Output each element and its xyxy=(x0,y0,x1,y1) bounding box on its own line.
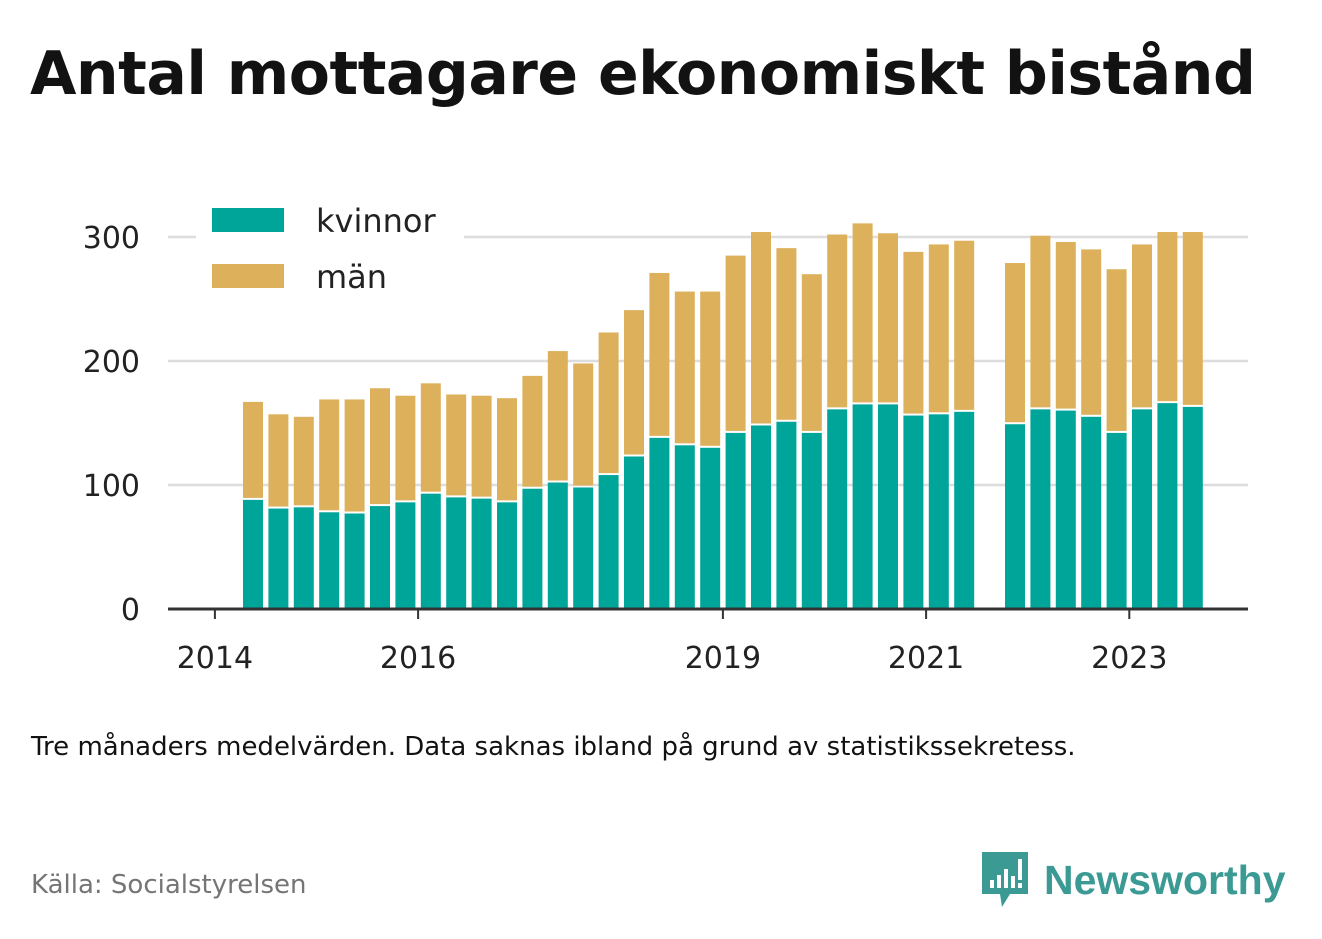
bar-kvinnor xyxy=(1005,424,1025,609)
bar-kvinnor xyxy=(928,414,949,609)
x-tick-label: 2016 xyxy=(380,641,456,676)
bar-man xyxy=(700,291,721,446)
bar-kvinnor xyxy=(903,415,924,609)
bar-kvinnor xyxy=(1106,432,1127,609)
bar-kvinnor xyxy=(1157,403,1178,609)
x-tick-label: 2023 xyxy=(1091,641,1167,676)
bar-man xyxy=(1182,232,1203,405)
bar-man xyxy=(395,395,416,501)
bar-man xyxy=(674,291,695,444)
chart-note: Tre månaders medelvärden. Data saknas ib… xyxy=(31,732,1076,762)
bar-kvinnor xyxy=(1182,406,1203,609)
bar-man xyxy=(1106,269,1127,431)
bar-kvinnor xyxy=(471,498,492,609)
bar-kvinnor xyxy=(268,508,289,609)
bar-man xyxy=(928,244,949,413)
bars xyxy=(243,223,1203,609)
bar-man xyxy=(497,398,517,501)
brand-logo: Newsworthy xyxy=(980,848,1286,912)
bar-kvinnor xyxy=(395,502,416,609)
bar-kvinnor xyxy=(497,502,517,609)
bar-man xyxy=(598,332,619,474)
bar-kvinnor xyxy=(954,411,975,609)
x-tick-label: 2019 xyxy=(685,641,761,676)
legend-label: män xyxy=(316,258,387,296)
newsworthy-logo-icon xyxy=(982,852,1028,907)
bar-kvinnor xyxy=(1055,410,1076,609)
bar-man xyxy=(547,351,568,481)
bar-man xyxy=(954,240,975,410)
bar-kvinnor xyxy=(598,475,619,609)
bar-man xyxy=(370,388,390,505)
bar-man xyxy=(293,416,314,506)
stacked-bar-chart: 0 100 200 300 2014 2016 2019 2021 2023 kvinnor mä… xyxy=(82,190,1248,676)
bar-man xyxy=(776,248,797,420)
bar-kvinnor xyxy=(370,506,390,609)
bar-man xyxy=(420,383,441,492)
bar-man xyxy=(852,223,873,403)
bar-kvinnor xyxy=(801,432,822,609)
bar-man xyxy=(801,274,822,431)
bar-kvinnor xyxy=(674,445,695,609)
bar-kvinnor xyxy=(700,447,721,609)
bar-kvinnor xyxy=(573,487,594,609)
axes: 0 100 200 300 2014 2016 2019 2021 2023 xyxy=(83,221,1248,676)
bar-man xyxy=(243,401,263,498)
bar-kvinnor xyxy=(1081,416,1102,609)
bar-man xyxy=(522,375,543,487)
bar-man xyxy=(471,395,492,497)
bar-kvinnor xyxy=(522,488,543,609)
bar-kvinnor xyxy=(293,507,314,609)
bar-kvinnor xyxy=(852,404,873,609)
bar-kvinnor xyxy=(319,512,340,609)
bar-kvinnor xyxy=(725,432,746,609)
source-credit: Källa: Socialstyrelsen xyxy=(31,870,307,900)
x-tick-label: 2021 xyxy=(888,641,964,676)
bar-kvinnor xyxy=(420,493,441,609)
bar-man xyxy=(344,399,365,512)
bar-kvinnor xyxy=(751,425,771,609)
y-tick-label: 0 xyxy=(121,593,140,628)
chart-title: Antal mottagare ekonomiskt bistånd xyxy=(30,39,1256,109)
legend-label: kvinnor xyxy=(316,202,437,240)
bar-man xyxy=(573,363,594,486)
bar-kvinnor xyxy=(776,421,797,609)
bar-man xyxy=(1157,232,1178,402)
x-tick-label: 2014 xyxy=(177,641,253,676)
y-tick-label: 300 xyxy=(83,221,140,256)
bar-man xyxy=(268,414,289,507)
bar-man xyxy=(903,251,924,414)
bar-kvinnor xyxy=(446,497,467,609)
legend-swatch xyxy=(212,264,284,288)
bar-man xyxy=(1005,263,1025,423)
bar-kvinnor xyxy=(243,499,263,609)
bar-man xyxy=(827,234,848,408)
bar-man xyxy=(1081,249,1102,415)
bar-man xyxy=(1030,235,1051,408)
legend-swatch xyxy=(212,208,284,232)
bar-kvinnor xyxy=(624,456,644,609)
bar-kvinnor xyxy=(1030,409,1051,609)
bar-kvinnor xyxy=(1132,409,1152,609)
bar-kvinnor xyxy=(649,437,670,609)
bar-man xyxy=(1055,241,1076,409)
bar-man xyxy=(624,310,644,455)
bar-kvinnor xyxy=(878,404,898,609)
bar-kvinnor xyxy=(827,409,848,609)
y-tick-label: 100 xyxy=(83,469,140,504)
bar-man xyxy=(878,233,898,403)
legend: kvinnor män xyxy=(196,190,464,305)
bar-kvinnor xyxy=(547,482,568,609)
y-tick-label: 200 xyxy=(83,345,140,380)
bar-kvinnor xyxy=(344,513,365,609)
bar-man xyxy=(751,232,771,424)
bar-man xyxy=(446,394,467,496)
bar-man xyxy=(1132,244,1152,408)
bar-man xyxy=(319,399,340,511)
bar-man xyxy=(649,272,670,436)
brand-name: Newsworthy xyxy=(1044,856,1286,903)
bar-man xyxy=(725,255,746,431)
